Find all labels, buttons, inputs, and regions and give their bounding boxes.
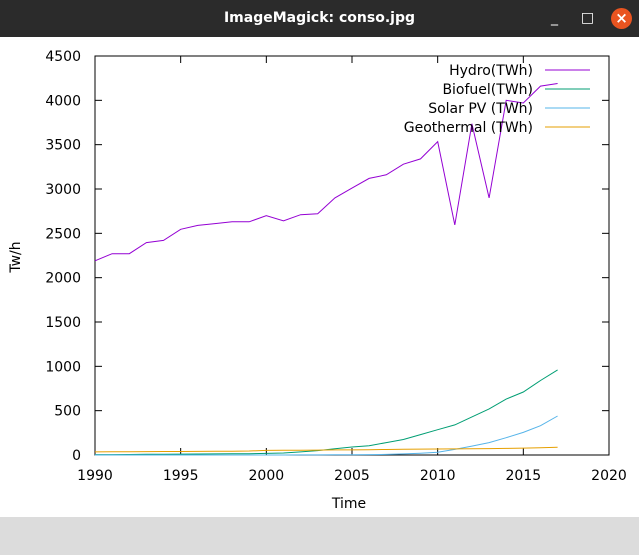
y-tick-label: 1000 (45, 359, 81, 375)
chart-legend: Hydro(TWh) Biofuel(TWh) Solar PV (TWh) Geot… (404, 63, 590, 136)
series-line (94, 83, 558, 262)
x-tick-label: 2005 (334, 468, 370, 484)
line-chart: 1990 1995 2000 2005 2010 2015 2020 0 500 1000 1500… (8, 49, 627, 512)
maximize-button[interactable]: □ (580, 10, 595, 26)
window-titlebar[interactable]: ImageMagick: conso.jpg _ □ × (0, 0, 639, 37)
image-canvas: 1990 1995 2000 2005 2010 2015 2020 0 500 1000 1500… (0, 37, 639, 517)
y-tick-label: 3000 (45, 182, 81, 198)
legend-label: Biofuel(TWh) (442, 82, 533, 98)
y-tick-label: 0 (72, 448, 81, 464)
legend-label: Hydro(TWh) (449, 63, 533, 79)
x-tick-label: 2020 (591, 468, 627, 484)
x-tick-label: 2015 (506, 468, 542, 484)
x-tick-label: 1990 (77, 468, 113, 484)
series-lines (94, 83, 558, 456)
y-tick-label: 1500 (45, 315, 81, 331)
viewer-bottom-bar (0, 517, 639, 555)
y-axis-label: Tw/h (8, 241, 24, 273)
x-tick-label: 1995 (163, 468, 199, 484)
y-tick-label: 4500 (45, 49, 81, 65)
series-line (95, 415, 558, 456)
axis-ticks: 1990 1995 2000 2005 2010 2015 2020 0 500 1000 1500… (45, 49, 626, 484)
series-line (95, 369, 558, 456)
y-tick-label: 2500 (45, 226, 81, 242)
legend-label: Geothermal (TWh) (404, 120, 533, 136)
window-title: ImageMagick: conso.jpg (223, 10, 416, 26)
y-tick-label: 4000 (45, 93, 81, 109)
x-axis-label: Time (331, 496, 366, 512)
y-tick-label: 3500 (45, 138, 81, 154)
minimize-button[interactable]: _ (551, 10, 558, 26)
y-tick-label: 2000 (45, 271, 81, 287)
y-tick-label: 500 (54, 404, 81, 420)
x-tick-label: 2000 (249, 468, 285, 484)
legend-label: Solar PV (TWh) (428, 101, 533, 117)
series-line (94, 446, 558, 453)
x-tick-label: 2010 (420, 468, 456, 484)
close-button[interactable]: × (611, 8, 632, 29)
